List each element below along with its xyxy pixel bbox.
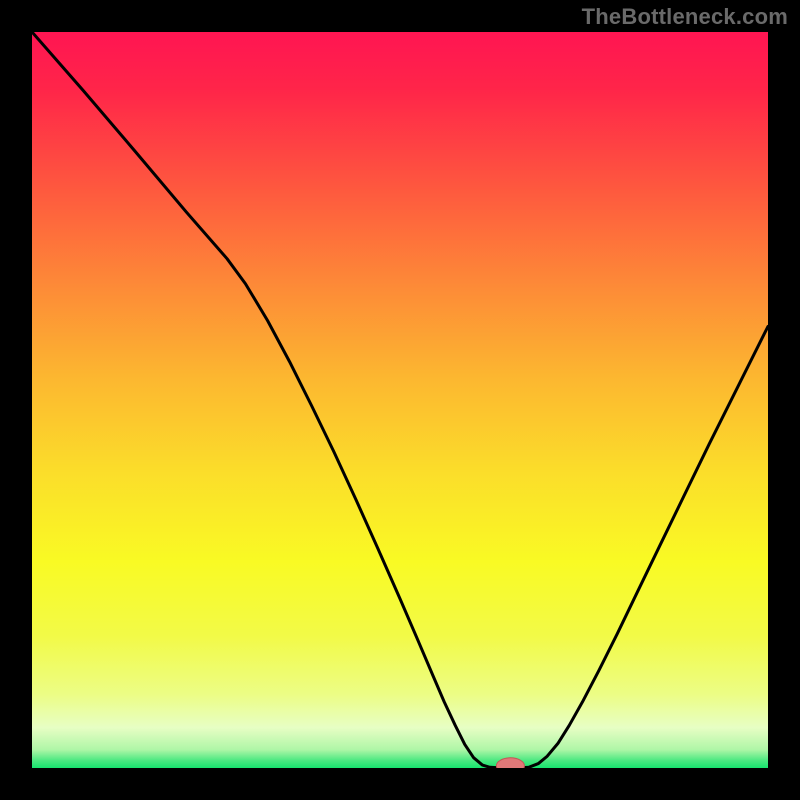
watermark-text: TheBottleneck.com [582, 4, 788, 30]
chart-plot-area [32, 32, 768, 768]
chart-background-gradient [32, 32, 768, 768]
chart-svg [32, 32, 768, 768]
